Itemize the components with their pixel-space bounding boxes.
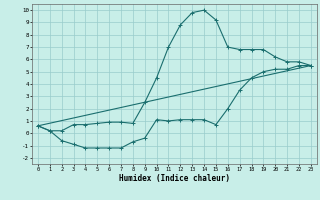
X-axis label: Humidex (Indice chaleur): Humidex (Indice chaleur) <box>119 174 230 183</box>
